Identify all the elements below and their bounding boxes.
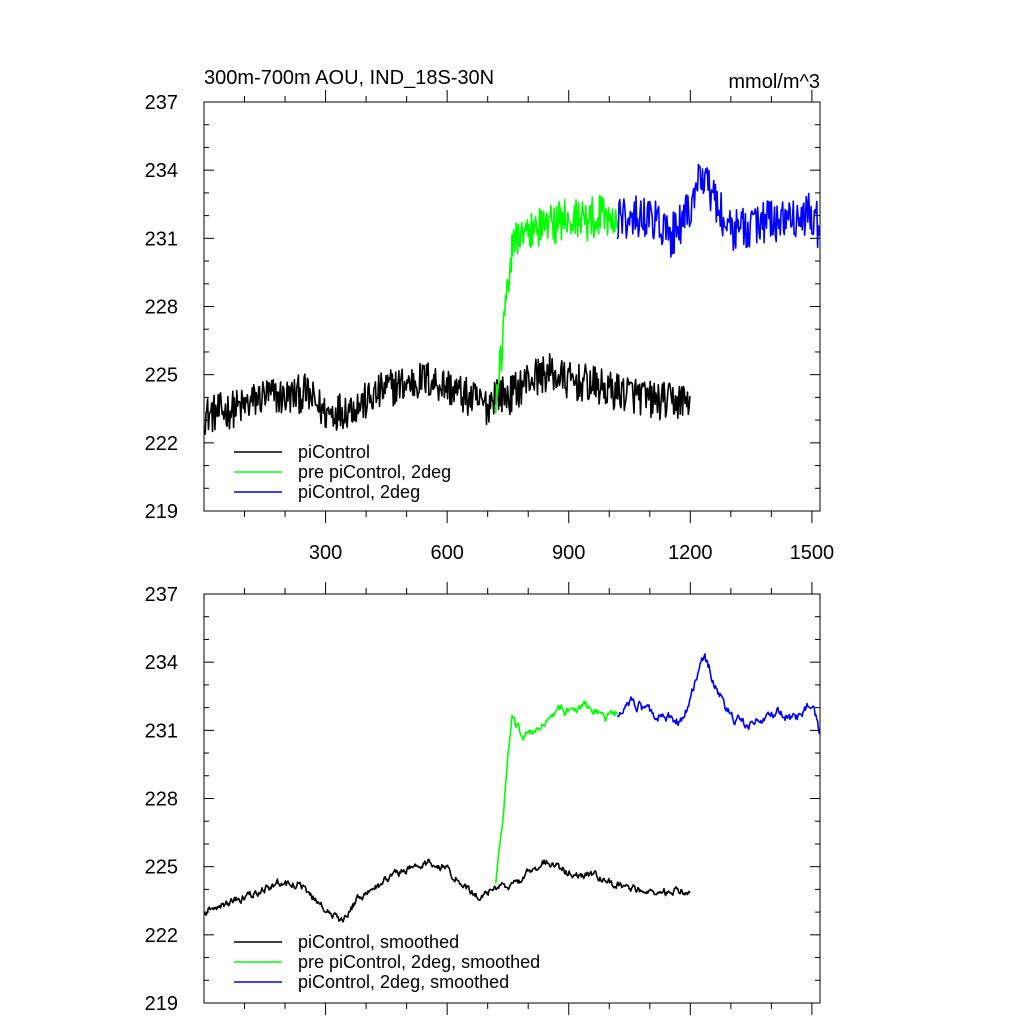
plot-frame: [203, 593, 821, 1004]
y-tick-label: 237: [145, 584, 178, 606]
x-tick-label: 1200: [668, 542, 713, 564]
chart-title: 300m-700m AOU, IND_18S-30N: [204, 67, 494, 89]
top-panel-chart: 300m-700m AOU, IND_18S-30N mmol/m^3 2192…: [145, 67, 835, 564]
y-tick-label: 219: [145, 501, 178, 523]
x-tick-label: 900: [552, 542, 585, 564]
top-series-lines: [204, 163, 821, 435]
y-tick-label: 231: [145, 228, 178, 250]
legend-label-picontrol: piControl: [298, 442, 370, 462]
y-tick-label: 228: [145, 297, 178, 319]
y-tick-label: 237: [145, 92, 178, 114]
y-tick-label: 225: [145, 857, 178, 879]
y-tick-label: 222: [145, 433, 178, 455]
series-line-1: [495, 700, 618, 884]
top-legend: piControl pre piControl, 2deg piControl,…: [234, 442, 451, 502]
series-line-1: [495, 195, 619, 414]
y-tick-label: 222: [145, 925, 178, 947]
bottom-axes: 219 222 225 228 231 234 237: [145, 582, 821, 1015]
top-axes: 219 222 225 228 231 234 237 300 600 900 1200 1500: [145, 90, 835, 564]
y-tick-label: 225: [145, 365, 178, 387]
y-tick-label: 231: [145, 720, 178, 742]
series-line-2: [616, 163, 821, 258]
bottom-legend: piControl, smoothed pre piControl, 2deg,…: [234, 932, 540, 992]
legend-label-picontrol-2deg-smoothed: piControl, 2deg, smoothed: [298, 972, 509, 992]
x-tick-label: 300: [309, 542, 342, 564]
series-line-0: [203, 858, 691, 923]
units-label: mmol/m^3: [728, 71, 820, 93]
plot-frame: [203, 101, 821, 512]
y-tick-label: 228: [145, 789, 178, 811]
y-tick-label: 234: [145, 652, 178, 674]
y-tick-label: 219: [145, 993, 178, 1015]
series-line-0: [204, 352, 691, 435]
bottom-panel-chart: 219 222 225 228 231 234 237 piControl, smoothe…: [145, 582, 821, 1015]
legend-label-pre-picontrol-2deg-smoothed: pre piControl, 2deg, smoothed: [298, 952, 540, 972]
bottom-series-lines: [203, 653, 821, 923]
legend-label-picontrol-smoothed: piControl, smoothed: [298, 932, 459, 952]
legend-label-pre-picontrol-2deg: pre piControl, 2deg: [298, 462, 451, 482]
series-line-2: [616, 653, 821, 735]
y-tick-label: 234: [145, 160, 178, 182]
x-tick-label: 600: [430, 542, 463, 564]
x-tick-label: 1500: [790, 542, 835, 564]
legend-label-picontrol-2deg: piControl, 2deg: [298, 482, 420, 502]
